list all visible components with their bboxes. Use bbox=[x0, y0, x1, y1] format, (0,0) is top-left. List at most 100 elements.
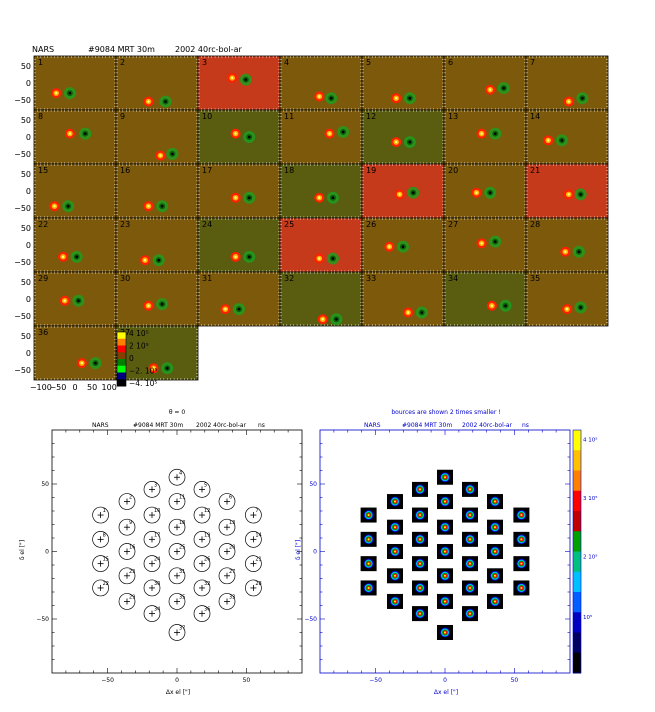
source-tile bbox=[513, 580, 530, 596]
x-tick-label: −50 bbox=[369, 677, 382, 684]
beam-marker: 35 bbox=[168, 593, 185, 610]
beam-number: 35 bbox=[179, 594, 185, 600]
map-panel: 31 bbox=[197, 271, 281, 327]
y-tick-label: 0 bbox=[26, 79, 31, 88]
hot-spot-core bbox=[321, 318, 324, 321]
hot-spot-core bbox=[159, 154, 162, 157]
source-core bbox=[444, 631, 446, 634]
y-tick-label: 50 bbox=[21, 332, 31, 341]
source-core bbox=[444, 574, 446, 577]
right-plot-header-left: NARS bbox=[364, 422, 381, 429]
beam-circle bbox=[218, 518, 236, 536]
source-core bbox=[494, 600, 496, 603]
colorbar-segment bbox=[573, 430, 581, 451]
source-core bbox=[494, 500, 496, 503]
beam-circle bbox=[92, 579, 109, 597]
map-panel: 32 bbox=[279, 271, 363, 327]
panel-number: 9 bbox=[120, 112, 125, 121]
beam-marker: 14 bbox=[245, 530, 262, 548]
source-tile bbox=[412, 606, 428, 622]
beam-number: 2 bbox=[129, 495, 132, 501]
beam-marker: 9 bbox=[118, 518, 136, 536]
source-tile bbox=[487, 519, 503, 535]
y-tick-label: −50 bbox=[14, 96, 31, 105]
hot-spot-core bbox=[564, 250, 567, 253]
source-tile bbox=[387, 519, 403, 535]
beam-circle bbox=[92, 506, 109, 524]
beam-circle bbox=[118, 493, 136, 510]
cold-spot-core bbox=[66, 204, 70, 208]
beam-number: 15 bbox=[103, 557, 109, 563]
cold-spot-core bbox=[171, 152, 174, 156]
source-core bbox=[520, 514, 523, 517]
panel-number: 32 bbox=[284, 274, 294, 283]
cold-spot-core bbox=[165, 366, 169, 370]
cold-spot-core bbox=[68, 91, 72, 95]
beam-number: 28 bbox=[255, 581, 261, 587]
left-plot-header-left: NARS bbox=[92, 422, 109, 429]
right-plot-header-mid: #9084 MRT 30m bbox=[402, 422, 452, 429]
y-tick-label: −50 bbox=[14, 366, 31, 375]
colorbar-segment bbox=[573, 612, 581, 633]
panel-number: 16 bbox=[120, 166, 130, 175]
source-tile bbox=[387, 568, 403, 584]
beam-circle bbox=[143, 605, 161, 622]
beam-circle bbox=[143, 506, 161, 524]
source-core bbox=[419, 488, 421, 491]
beam-number: 26 bbox=[204, 557, 210, 563]
cold-spot-core bbox=[237, 307, 241, 311]
beam-circle bbox=[92, 555, 109, 573]
x-tick-label: 100 bbox=[102, 383, 117, 392]
colorbar-segment bbox=[117, 352, 126, 360]
cold-spot-core bbox=[579, 306, 582, 309]
hot-spot-core bbox=[490, 304, 494, 307]
beam-circle bbox=[168, 624, 186, 641]
y-tick-label: −50 bbox=[14, 150, 31, 159]
cold-spot-core bbox=[493, 132, 497, 135]
map-panel: 8 bbox=[33, 109, 117, 165]
map-panel: 25 bbox=[279, 217, 363, 273]
map-panel: 33 bbox=[361, 271, 445, 327]
beam-marker: 27 bbox=[218, 567, 235, 585]
y-tick-label: 0 bbox=[26, 241, 31, 250]
colorbar-segment bbox=[573, 571, 581, 593]
beam-marker: 26 bbox=[193, 555, 210, 573]
hot-spot-core bbox=[394, 96, 398, 100]
map-panel: 18 bbox=[279, 163, 363, 219]
y-tick-label: 50 bbox=[21, 170, 31, 179]
y-tick-label: −50 bbox=[36, 616, 49, 623]
colorbar-segment bbox=[573, 511, 581, 532]
cold-spot-core bbox=[560, 139, 564, 142]
hot-spot-core bbox=[68, 132, 72, 135]
source-core bbox=[419, 514, 421, 517]
y-tick-label: −50 bbox=[14, 258, 31, 267]
beam-marker: 1 bbox=[92, 506, 109, 524]
hot-spot-core bbox=[394, 140, 398, 144]
header-middle: #9084 MRT 30m bbox=[88, 45, 155, 54]
beam-number: 17 bbox=[154, 532, 160, 538]
header-left: NARS bbox=[32, 45, 54, 54]
y-tick-label: −50 bbox=[304, 616, 317, 623]
source-core bbox=[444, 550, 446, 553]
colorbar-frame bbox=[116, 331, 127, 387]
beam-number: 23 bbox=[129, 569, 135, 575]
panel-background bbox=[197, 163, 281, 219]
beam-marker: 8 bbox=[92, 530, 109, 548]
colorbar-segment bbox=[573, 490, 581, 512]
beam-number: 30 bbox=[154, 581, 160, 587]
beam-circle bbox=[118, 567, 136, 585]
colorbar-segment bbox=[117, 345, 126, 353]
x-tick-label: 0 bbox=[72, 383, 77, 392]
cold-spot-core bbox=[160, 302, 164, 306]
panel-number: 26 bbox=[366, 220, 376, 229]
source-tile bbox=[513, 531, 530, 547]
colorbar-segment bbox=[573, 450, 581, 471]
y-tick-label: 0 bbox=[45, 549, 49, 556]
beam-marker: 7 bbox=[245, 506, 262, 524]
x-tick-label: 0 bbox=[443, 677, 447, 684]
source-core bbox=[394, 500, 396, 503]
source-tile bbox=[412, 507, 428, 523]
source-core bbox=[469, 488, 471, 491]
hot-spot-core bbox=[147, 100, 150, 103]
